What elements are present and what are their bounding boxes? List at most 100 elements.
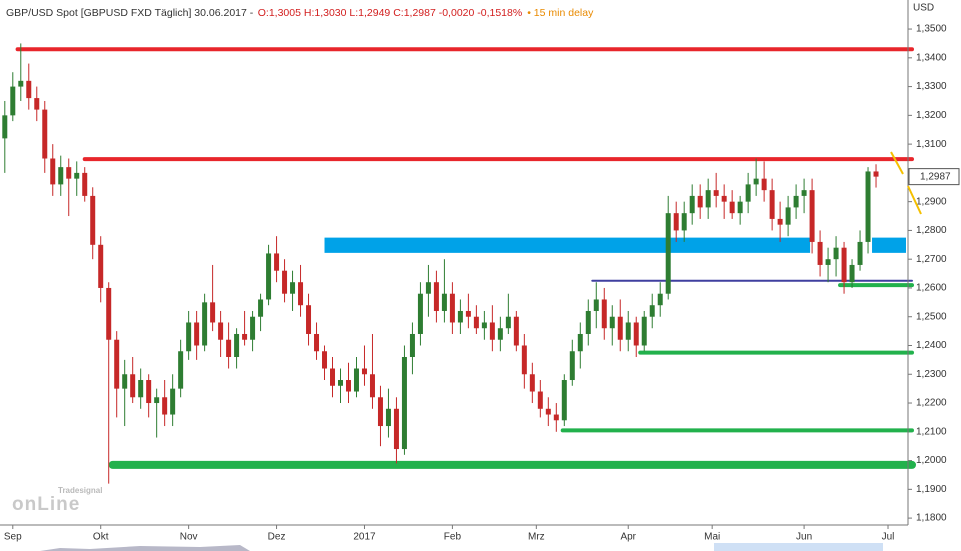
candle-body [601,299,607,329]
candle-body [409,333,415,357]
candle-body [593,299,599,311]
candle-body [106,287,112,340]
candle-body [481,322,487,329]
header-symbol: GBP/USD Spot [GBPUSD FXD Täglich] 30.06.… [6,7,254,19]
candle-body [697,195,703,208]
navigator-selection [714,543,883,551]
y-tick-label: 1,3100 [916,139,947,150]
candle-body [449,293,455,323]
candle-body [513,316,519,346]
trend-line [890,151,904,175]
y-tick-label: 1,3200 [916,110,947,121]
candle-body [873,171,879,177]
x-tick-label: Jun [796,532,812,543]
candle-body [585,310,591,334]
candle-body [353,368,359,392]
candle-body [26,80,32,99]
x-tick-label: Apr [620,532,636,543]
candle-body [58,167,64,185]
candle-body [178,351,184,389]
candle-body [857,241,863,265]
candle-body [34,98,40,110]
candle-body [138,380,144,398]
header-delay: • 15 min delay [527,7,594,19]
candle-body [777,218,783,225]
candle-body [66,167,72,179]
candle-body [649,305,655,317]
x-tick-label: Okt [93,532,109,543]
candle-body [633,322,639,346]
watermark-brand: Tradesignal [58,486,102,495]
candle-body [298,282,304,306]
candle-body [489,322,495,340]
candle-body [529,374,535,392]
y-tick-label: 1,3300 [916,81,947,92]
candle-body [769,190,775,219]
candle-body [465,310,471,317]
candle-body [226,339,232,357]
candle-body [266,253,272,300]
candle-body [833,247,839,260]
candle-body [657,293,663,306]
candle-body [146,380,152,404]
candle-body [681,213,687,231]
candle-body [793,195,799,208]
watermark: Tradesignal onLine [12,486,102,515]
candle-body [361,368,367,375]
candle-body [865,171,871,242]
candle-body [385,408,391,427]
candle-body [713,190,719,196]
support-zone [324,237,811,253]
candle-body [98,244,104,288]
candle-body [441,293,447,311]
candle-body [114,339,120,389]
candle-body [322,351,328,369]
candle-body [74,172,80,179]
candle-body [817,241,823,265]
candle-body [218,322,224,340]
candle-body [553,414,559,421]
candle-body [745,184,751,202]
candle-body [801,190,807,196]
candle-body [809,190,815,242]
candle-body [154,397,160,404]
candle-body [282,270,288,294]
candle-body [314,333,320,352]
candle-body [521,345,527,375]
candle-body [377,397,383,427]
candle-body [242,333,248,340]
candle-body [290,282,296,294]
y-tick-label: 1,2600 [916,283,947,294]
y-tick-label: 1,1900 [916,484,947,495]
candle-body [577,333,583,352]
candle-body [537,391,543,409]
trend-line [907,185,922,215]
candle-body [841,247,847,283]
watermark-name: onLine [12,494,80,515]
y-tick-label: 1,3400 [916,52,947,63]
candle-body [473,316,479,329]
x-tick-label: Mrz [528,532,545,543]
y-tick-label: 1,2000 [916,455,947,466]
candle-body [457,310,463,323]
candle-body [258,299,264,317]
candle-body [785,207,791,225]
candle-body [82,172,88,196]
candle-body [849,264,855,283]
y-axis-title: USD [913,3,934,14]
candle-body [545,408,551,415]
candle-body [641,316,647,346]
candle-body [737,201,743,214]
candle-body [274,253,280,271]
y-tick-label: 1,2200 [916,398,947,409]
y-tick-label: 1,2700 [916,254,947,265]
navigator-shape [40,545,250,551]
x-tick-label: Sep [4,532,22,543]
candle-body [186,322,192,352]
candle-body [569,351,575,381]
last-price-box [908,168,960,186]
y-tick-label: 1,2800 [916,225,947,236]
